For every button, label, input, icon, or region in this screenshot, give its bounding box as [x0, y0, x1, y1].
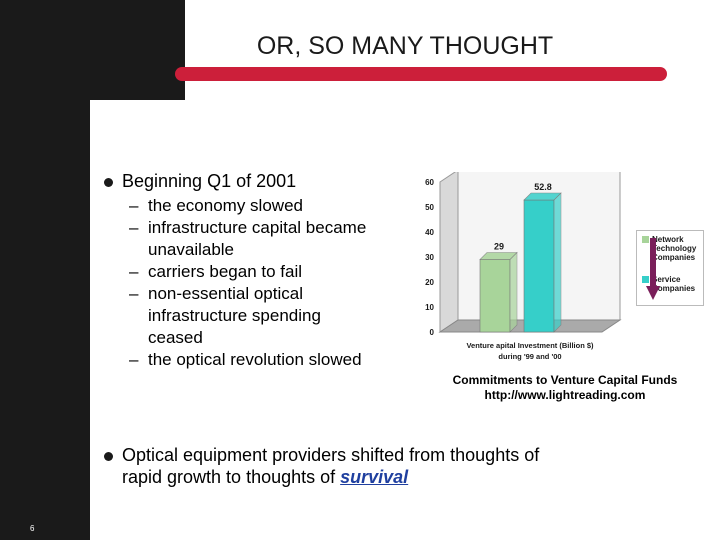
slide-number: 6 — [30, 524, 35, 533]
y-tick-label: 0 — [430, 328, 435, 337]
top-left-dark-block — [0, 0, 185, 100]
x-axis-label-line1: Venture apital Investment (Billion $) — [466, 341, 594, 350]
legend-text: Companies — [652, 284, 696, 293]
bullet-text-line1: Optical equipment providers shifted from… — [122, 445, 540, 465]
sub-bullet-item: – non-essential optical infrastructure spe… — [126, 283, 406, 349]
dash-icon: – — [129, 218, 139, 237]
bullet-text-line2: rapid growth to thoughts of — [122, 467, 341, 487]
chart-svg: 0 10 20 30 40 50 60 29 52.8 Venture apital Invest… — [425, 172, 622, 361]
sub-bullet-item: – the economy slowed — [126, 195, 406, 217]
dash-icon: – — [129, 350, 139, 369]
bar-data-label-2: 52.8 — [534, 182, 552, 192]
bar-side-1 — [509, 251, 518, 333]
caption-line1: Commitments to Venture Capital Funds — [452, 373, 678, 387]
sub-bullet-text: carriers began to fail — [148, 262, 303, 281]
bar-front-2 — [523, 199, 555, 333]
sub-bullet-item: – infrastructure capital became unavailabl… — [126, 217, 406, 261]
dash-icon: – — [129, 284, 139, 303]
bullet-dot-icon — [104, 452, 113, 461]
chart-caption: Commitments to Venture Capital Funds htt… — [420, 373, 710, 403]
legend-entry-1: Network Technology Companies — [652, 235, 696, 262]
sub-bullet-text: the economy slowed — [148, 196, 303, 215]
sub-bullet-item: – carriers began to fail — [126, 261, 406, 283]
sub-bullet-text: ceased — [148, 328, 203, 347]
x-axis-label-line2: during '99 and '00 — [498, 352, 561, 361]
sub-bullet-text: unavailable — [148, 240, 235, 259]
y-tick-label: 10 — [425, 303, 434, 312]
bar-data-label-1: 29 — [494, 242, 504, 252]
y-tick-label: 30 — [425, 253, 434, 262]
chart-legend: Network Technology Companies Service Compani… — [636, 230, 704, 306]
bullet-optical-providers: Optical equipment providers shifted from… — [104, 444, 704, 488]
dash-icon: – — [129, 196, 139, 215]
sub-bullet-item: – the optical revolution slowed — [126, 349, 406, 371]
sub-bullet-text: infrastructure capital became — [148, 218, 367, 237]
bullet-beginning-q1: Beginning Q1 of 2001 — [104, 170, 296, 192]
sub-bullet-text: the optical revolution slowed — [148, 350, 362, 369]
dash-icon: – — [129, 262, 139, 281]
y-tick-label: 40 — [425, 228, 434, 237]
bar-top-1 — [479, 252, 518, 260]
bullet-text: Beginning Q1 of 2001 — [122, 171, 297, 191]
bar-top-2 — [523, 192, 562, 201]
sub-bullet-text: non-essential optical — [148, 284, 303, 303]
legend-text: Companies — [652, 253, 696, 262]
slide-title: OR, SO MANY THOUGHT — [256, 32, 554, 60]
bullet-dot-icon — [104, 178, 113, 187]
y-tick-label: 50 — [425, 203, 434, 212]
sub-bullet-text: infrastructure spending — [148, 306, 321, 325]
title-underline-bar — [175, 67, 667, 81]
legend-swatch-2 — [642, 276, 649, 283]
legend-text: Technology — [652, 244, 697, 253]
bar-front-1 — [479, 259, 511, 333]
legend-text: Network — [652, 235, 684, 244]
caption-source-url: http://www.lightreading.com — [484, 388, 646, 402]
venture-capital-chart: 0 10 20 30 40 50 60 29 52.8 Venture apital Invest… — [418, 172, 713, 367]
legend-text: Service — [652, 275, 681, 284]
legend-swatch-1 — [642, 236, 649, 243]
legend-entry-2: Service Companies — [652, 275, 695, 293]
sub-bullet-list: – the economy slowed – infrastructure capit… — [126, 195, 406, 371]
bar-side-2 — [553, 192, 562, 333]
y-tick-label: 60 — [425, 178, 434, 187]
left-dark-sidebar — [0, 100, 90, 540]
survival-emphasis: survival — [340, 467, 409, 487]
down-arrow-icon — [646, 238, 660, 300]
y-tick-label: 20 — [425, 278, 434, 287]
chart-side-wall — [439, 172, 459, 333]
